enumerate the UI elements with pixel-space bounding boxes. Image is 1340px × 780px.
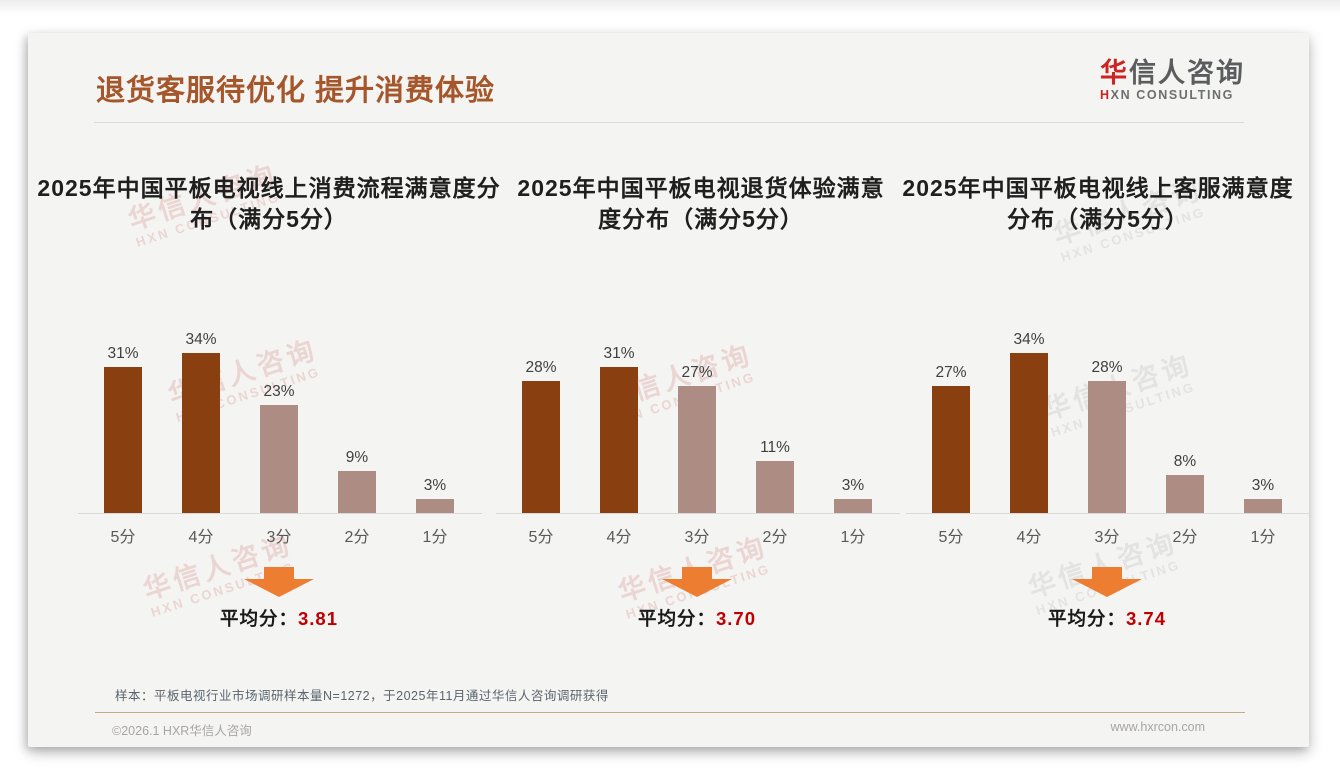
bar — [522, 381, 560, 513]
logo-zh: 华信人咨询 — [1100, 58, 1245, 88]
bar-value-label: 23% — [263, 382, 295, 400]
bar-slot: 28% — [502, 321, 580, 513]
average-value: 3.70 — [716, 608, 757, 629]
bar-slot: 11% — [736, 321, 814, 513]
bar — [1088, 381, 1126, 513]
bar — [1166, 475, 1204, 513]
bar-slot: 28% — [1068, 321, 1146, 513]
bar — [756, 461, 794, 513]
average-caption: 平均分：3.70 — [637, 608, 757, 629]
category-label: 4分 — [188, 529, 214, 546]
down-arrow-icon — [244, 567, 314, 597]
bar-slot: 3% — [814, 321, 892, 513]
category-label: 4分 — [606, 529, 632, 546]
bar-value-label: 27% — [935, 364, 967, 382]
category-label: 1分 — [422, 529, 448, 546]
down-arrow-icon — [662, 567, 732, 597]
bar-value-label: 3% — [841, 476, 865, 494]
chart-title-1: 2025年中国平板电视线上消费流程满意度分布（满分5分） — [37, 175, 501, 233]
bar-chart-2: 28% 31% 27% 11% 3% — [502, 321, 892, 513]
axis-line — [906, 513, 1310, 514]
bar-slot: 34% — [162, 321, 240, 513]
category-label: 3分 — [266, 529, 292, 546]
bar-slot: 9% — [318, 321, 396, 513]
average-value: 3.74 — [1126, 608, 1167, 629]
bar-value-label: 3% — [1251, 476, 1275, 494]
bar — [182, 353, 220, 513]
bar — [338, 470, 376, 513]
bar — [600, 367, 638, 513]
category-label: 1分 — [1250, 529, 1276, 546]
category-label: 3分 — [684, 529, 710, 546]
category-label: 2分 — [344, 529, 370, 546]
bar — [1244, 498, 1282, 513]
average-caption: 平均分：3.74 — [1047, 608, 1167, 629]
category-label: 1分 — [840, 529, 866, 546]
company-logo: 华信人咨询 HXN CONSULTING — [1100, 59, 1245, 102]
bar-slot: 3% — [396, 321, 474, 513]
bar-slot: 31% — [580, 321, 658, 513]
footnote-divider — [95, 712, 1245, 713]
bar-value-label: 34% — [1013, 331, 1045, 349]
category-label: 5分 — [938, 529, 964, 546]
bar-value-label: 9% — [345, 448, 369, 466]
chart-title-2: 2025年中国平板电视退货体验满意度分布（满分5分） — [517, 175, 885, 233]
category-label: 3分 — [1094, 529, 1120, 546]
axis-line — [496, 513, 900, 514]
footer-copyright: ©2026.1 HXR华信人咨询 — [112, 724, 252, 738]
slide-card: 华信人咨询 HXN CONSULTING 华信人咨询 HXN CONSULTING … — [28, 33, 1310, 747]
category-label: 4分 — [1016, 529, 1042, 546]
bar-value-label: 28% — [525, 359, 557, 377]
footer-url: www.hxrcon.com — [1110, 720, 1205, 734]
bar-slot: 27% — [912, 321, 990, 513]
bar-chart-1: 31% 34% 23% 9% 3% — [84, 321, 474, 513]
bar — [932, 386, 970, 513]
average-caption: 平均分：3.81 — [219, 608, 339, 629]
bar — [834, 498, 872, 513]
bar-slot: 34% — [990, 321, 1068, 513]
bar-value-label: 28% — [1091, 359, 1123, 377]
category-labels-1: 5分 4分 3分 2分 1分 — [84, 523, 474, 547]
category-label: 5分 — [528, 529, 554, 546]
chart-title-3: 2025年中国平板电视线上客服满意度分布（满分5分） — [902, 175, 1294, 233]
bar — [104, 367, 142, 513]
logo-en: HXN CONSULTING — [1100, 88, 1234, 103]
bar-value-label: 3% — [423, 476, 447, 494]
bar-value-label: 11% — [760, 439, 790, 457]
header-divider — [94, 122, 1244, 123]
bar-chart-3: 27% 34% 28% 8% 3% — [912, 321, 1302, 513]
bar-slot: 8% — [1146, 321, 1224, 513]
down-arrow-icon — [1072, 567, 1142, 597]
category-label: 5分 — [110, 529, 136, 546]
bar-slot: 3% — [1224, 321, 1302, 513]
bar — [678, 386, 716, 513]
page-title: 退货客服待优化 提升消费体验 — [96, 75, 496, 107]
bar-value-label: 27% — [681, 364, 713, 382]
axis-line — [78, 513, 482, 514]
bar — [1010, 353, 1048, 513]
bar-value-label: 34% — [185, 331, 217, 349]
bar-slot: 23% — [240, 321, 318, 513]
bar-value-label: 31% — [603, 345, 635, 363]
bar-value-label: 8% — [1173, 453, 1197, 471]
average-value: 3.81 — [298, 608, 339, 629]
bar — [260, 404, 298, 513]
footnote: 样本：平板电视行业市场调研样本量N=1272，于2025年11月通过华信人咨询调… — [115, 689, 609, 703]
bar — [416, 498, 454, 513]
category-label: 2分 — [762, 529, 788, 546]
category-labels-3: 5分 4分 3分 2分 1分 — [912, 523, 1302, 547]
category-labels-2: 5分 4分 3分 2分 1分 — [502, 523, 892, 547]
bar-value-label: 31% — [107, 345, 139, 363]
category-label: 2分 — [1172, 529, 1198, 546]
bar-slot: 27% — [658, 321, 736, 513]
bar-slot: 31% — [84, 321, 162, 513]
